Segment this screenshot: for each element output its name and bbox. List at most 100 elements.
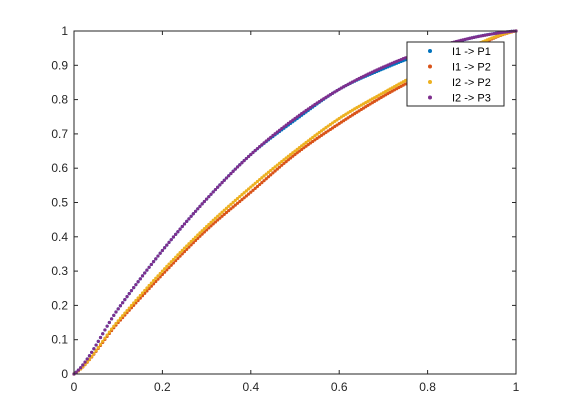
data-point (233, 203, 237, 207)
data-point (277, 128, 282, 132)
data-point (253, 186, 257, 191)
data-point (251, 183, 255, 187)
y-tick-label: 0.1 (51, 333, 68, 347)
data-point (169, 260, 173, 264)
data-point (143, 271, 147, 275)
y-tick-label: 0.8 (51, 93, 68, 107)
data-point (103, 328, 107, 332)
data-point (185, 219, 189, 223)
data-point (129, 289, 134, 293)
data-point (300, 144, 304, 148)
y-tick-label: 0.2 (51, 298, 68, 312)
data-point (109, 317, 114, 321)
data-point (242, 159, 246, 163)
data-point (220, 181, 224, 185)
data-point (140, 274, 145, 278)
data-point (109, 327, 114, 331)
data-point (251, 150, 255, 155)
data-point (260, 176, 264, 180)
data-point (209, 220, 213, 224)
data-point (112, 324, 116, 328)
data-point (271, 171, 275, 175)
x-tick-label: 0 (71, 380, 78, 394)
data-point (193, 209, 198, 213)
data-point (90, 350, 94, 354)
data-point (288, 156, 293, 160)
data-point (145, 286, 149, 290)
legend-entry: I2 -> P3 (428, 93, 491, 105)
data-point (74, 370, 78, 374)
data-point (224, 176, 229, 180)
data-point (134, 301, 138, 305)
data-point (291, 151, 295, 155)
y-tick-label: 1 (61, 24, 68, 38)
data-point (242, 196, 246, 200)
x-tick-label: 0.2 (154, 380, 171, 394)
data-point (116, 307, 120, 311)
data-point (324, 126, 328, 130)
legend-marker (428, 49, 432, 53)
data-point (277, 161, 282, 165)
data-point (282, 125, 286, 129)
data-point (264, 139, 268, 143)
data-point (218, 212, 222, 216)
data-point (317, 130, 321, 135)
data-point (145, 268, 149, 272)
data-point (297, 149, 302, 153)
data-point (134, 283, 138, 287)
data-point (163, 267, 167, 271)
data-point (227, 204, 231, 208)
data-point (253, 148, 257, 153)
data-point (326, 124, 330, 128)
data-point (300, 147, 304, 152)
data-point (158, 271, 162, 276)
data-point (273, 132, 277, 136)
data-point (286, 154, 290, 158)
data-point (231, 169, 235, 173)
y-tick-label: 0 (61, 367, 68, 381)
data-point (282, 161, 286, 166)
data-point (251, 188, 255, 192)
data-point (313, 134, 317, 138)
data-point (266, 137, 271, 141)
data-point (269, 135, 273, 139)
data-point (288, 120, 293, 124)
x-tick-label: 1 (513, 380, 520, 394)
y-tick-label: 0.9 (51, 58, 68, 72)
data-point (262, 141, 266, 145)
ticks-layer: 0 0.2 0.4 0.6 0.8 1 0 0.1 0.2 0.3 0.4 0.5 0.6 0.7 0.8 0… (51, 24, 519, 394)
data-point (140, 291, 145, 295)
data-point (121, 314, 125, 318)
data-point (103, 336, 107, 340)
data-point (138, 277, 142, 281)
data-point (319, 129, 324, 133)
legend-label: I1 -> P1 (452, 46, 491, 58)
data-point (244, 194, 248, 198)
data-point (218, 216, 222, 220)
data-point (198, 204, 202, 208)
data-point (280, 159, 284, 164)
data-point (255, 184, 260, 189)
data-point (295, 151, 299, 155)
data-point (118, 316, 123, 320)
data-point (138, 293, 142, 298)
data-point (282, 158, 286, 162)
data-point (116, 319, 120, 323)
data-point (273, 165, 277, 169)
data-point (275, 130, 279, 134)
legend-marker (428, 64, 432, 69)
data-point (147, 283, 151, 288)
data-point (288, 152, 293, 157)
data-point (187, 242, 191, 246)
legend: I1 -> P1 I1 -> P2 I2 -> P2 I2 -> P3 (406, 41, 505, 107)
data-point (105, 333, 109, 337)
data-point (235, 196, 240, 201)
data-point (264, 172, 268, 176)
data-point (306, 139, 310, 143)
data-point (182, 246, 187, 250)
data-point (302, 146, 306, 150)
data-point (185, 244, 189, 248)
data-point (302, 142, 306, 146)
data-point (291, 154, 295, 158)
data-point (213, 216, 218, 220)
